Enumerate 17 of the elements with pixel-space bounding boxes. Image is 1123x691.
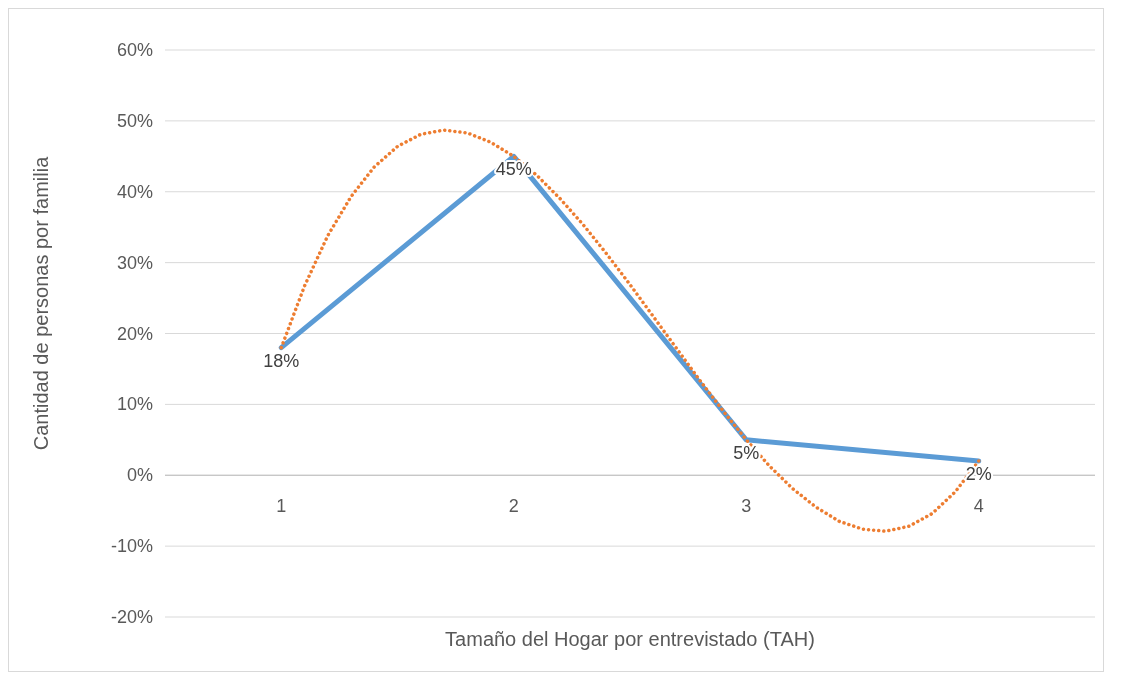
x-tick-label: 3 bbox=[741, 496, 752, 517]
y-tick-label: 60% bbox=[116, 40, 153, 60]
y-tick-label: 50% bbox=[116, 110, 153, 131]
y-axis-title: Cantidad de personas por familia bbox=[30, 155, 52, 451]
y-tick-label: 0% bbox=[126, 465, 153, 486]
y-tick-label: -20% bbox=[110, 607, 153, 627]
data-label: 18% bbox=[263, 350, 300, 371]
x-tick-label: 4 bbox=[973, 496, 984, 517]
y-tick-label: 40% bbox=[116, 181, 153, 202]
data-label: 5% bbox=[733, 442, 760, 463]
y-tick-label: -10% bbox=[110, 536, 153, 557]
x-tick-label: 1 bbox=[276, 496, 287, 517]
y-tick-label: 10% bbox=[116, 394, 153, 415]
y-tick-label: 20% bbox=[116, 323, 153, 344]
x-axis-title: Tamaño del Hogar por entrevistado (TAH) bbox=[445, 628, 815, 650]
y-tick-label: 30% bbox=[116, 252, 153, 273]
x-tick-label: 2 bbox=[508, 496, 519, 517]
